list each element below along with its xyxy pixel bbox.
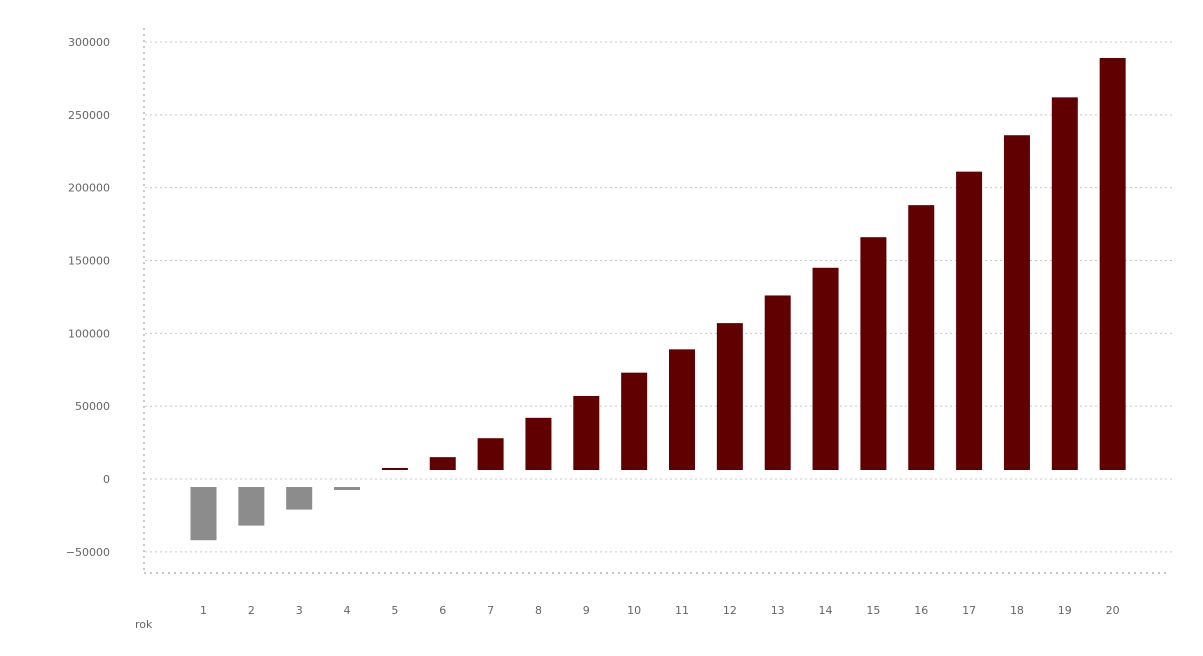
x-tick-label: 16 xyxy=(914,604,928,617)
x-tick-label: 11 xyxy=(675,604,689,617)
x-tick-label: 1 xyxy=(200,604,207,617)
bar-14 xyxy=(812,267,839,470)
y-tick-labels: 300000 250000 200000 150000 100000 50000 0 −500… xyxy=(66,36,110,559)
x-axis-label: rok xyxy=(135,618,153,631)
x-tick-label: 13 xyxy=(771,604,785,617)
bar-2 xyxy=(238,487,265,526)
bar-7 xyxy=(477,438,504,470)
bar-1 xyxy=(190,487,217,541)
x-tick-label: 5 xyxy=(391,604,398,617)
bar-5 xyxy=(381,468,408,470)
x-tick-label: 20 xyxy=(1106,604,1120,617)
x-tick-label: 14 xyxy=(819,604,833,617)
bar-8 xyxy=(525,417,552,470)
y-tick-label: 50000 xyxy=(75,400,110,413)
gridlines xyxy=(145,41,1172,553)
x-tick-label: 15 xyxy=(866,604,880,617)
x-tick-label: 17 xyxy=(962,604,976,617)
x-tick-label: 4 xyxy=(344,604,351,617)
x-tick-labels: 1 2 3 4 5 6 7 8 9 10 11 12 13 14 15 16 17 18 19 20 xyxy=(200,604,1120,617)
x-tick-label: 9 xyxy=(583,604,590,617)
axes xyxy=(143,28,1170,574)
x-tick-label: 18 xyxy=(1010,604,1024,617)
y-tick-label: 250000 xyxy=(68,109,110,122)
bar-3 xyxy=(286,487,313,510)
bar-16 xyxy=(908,205,935,470)
bar-4 xyxy=(334,487,361,490)
bar-12 xyxy=(716,323,743,470)
y-tick-label: 100000 xyxy=(68,327,110,340)
y-tick-label: 200000 xyxy=(68,182,110,195)
y-tick-label: 150000 xyxy=(68,255,110,268)
x-tick-label: 3 xyxy=(296,604,303,617)
bars xyxy=(190,58,1126,541)
bar-19 xyxy=(1051,97,1078,470)
bar-6 xyxy=(429,457,456,470)
x-tick-label: 19 xyxy=(1058,604,1072,617)
x-tick-label: 12 xyxy=(723,604,737,617)
bar-18 xyxy=(1003,135,1030,470)
bar-17 xyxy=(956,171,983,471)
x-tick-label: 7 xyxy=(487,604,494,617)
x-tick-label: 6 xyxy=(439,604,446,617)
y-tick-label: 0 xyxy=(103,473,110,486)
bar-20 xyxy=(1099,58,1126,470)
x-tick-label: 10 xyxy=(627,604,641,617)
bar-13 xyxy=(764,295,791,470)
bar-11 xyxy=(669,349,695,470)
bar-15 xyxy=(860,237,887,470)
x-tick-label: 2 xyxy=(248,604,255,617)
bar-10 xyxy=(621,372,648,470)
x-tick-label: 8 xyxy=(535,604,542,617)
y-tick-label: 300000 xyxy=(68,36,110,49)
bar-9 xyxy=(573,395,600,470)
y-tick-label: −50000 xyxy=(66,546,110,559)
